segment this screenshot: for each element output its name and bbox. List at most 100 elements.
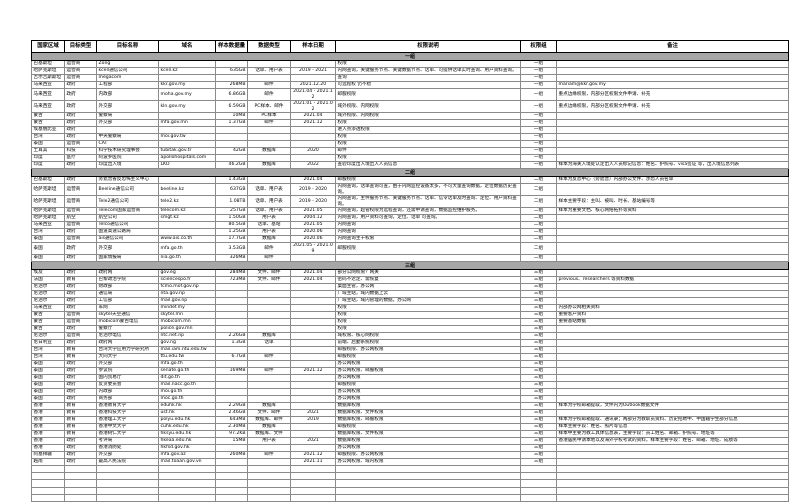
table-cell: ais通信公司 [96, 235, 159, 243]
table-cell [556, 388, 789, 396]
table-cell: 723MB [215, 276, 248, 284]
table-cell: 财政部 [96, 283, 159, 291]
table-cell: 2021.05 [290, 221, 336, 229]
table-cell: 邮件 [335, 147, 521, 155]
table-cell: hkeaa.edu.hk [158, 437, 216, 445]
table-cell [158, 228, 216, 236]
table-cell [556, 472, 789, 481]
table-cell: 邮件 [247, 451, 291, 459]
table-cell [290, 325, 336, 333]
table-cell: 广域主站，域内数据上云 [335, 290, 521, 298]
table-cell [247, 318, 291, 326]
table-cell [215, 133, 248, 141]
table-cell: 邮件 [247, 254, 291, 262]
table-cell: 2.30MB [215, 423, 248, 431]
table-cell: 外交部 [96, 242, 159, 255]
table-cell: police.gov.mn [158, 325, 216, 333]
table-row: 印度 政府 印度出入境 LKO 46.2GB 数据库 2022 查验印度出入境出入人员信息 一组… [31, 161, 789, 169]
table-cell [247, 486, 291, 495]
table-cell [556, 183, 789, 196]
table-cell: 数据库权限、文件权限 [335, 430, 521, 438]
table-cell: 三组 [520, 395, 557, 403]
table-cell: 泰国 [31, 388, 65, 396]
table-cell: 话单、基站 [247, 221, 291, 229]
table-cell: 643MB [215, 416, 248, 424]
table-cell [556, 458, 789, 466]
table-cell: 军网 [96, 304, 159, 312]
table-cell: 香港 [31, 416, 65, 424]
table-cell: 257GB [215, 207, 248, 215]
section-band: 一组 [31, 52, 789, 61]
table-cell: fcmo.mof.gov.np [158, 283, 216, 291]
table-cell: 2021.12 [290, 451, 336, 459]
table-cell [215, 493, 248, 502]
table-cell: 三组 [520, 451, 557, 459]
table-cell [556, 60, 789, 68]
table-cell [96, 472, 159, 481]
table-cell: dit.go.th [158, 374, 216, 382]
table-cell: 外交部 [96, 100, 159, 113]
table-cell: 2021 [290, 409, 336, 417]
table-cell [335, 486, 521, 495]
table-row: 尼泊尔 政府 通信局 nta.gov.np 广域主站，域内数据上云 三组 [31, 290, 789, 298]
table-row: 泰国 政府 内政部 moi.go.th 办公网权限 三组 [31, 388, 789, 396]
table-cell: 外交部 [96, 119, 159, 127]
table-cell [247, 60, 291, 68]
table-cell: mail.gov.np [158, 297, 216, 305]
table-cell: 6.59GB [215, 100, 248, 113]
table-cell [64, 472, 97, 481]
table-cell: 政府 [64, 254, 97, 262]
table-cell: 权限 [335, 119, 521, 127]
table-cell: 香港 [31, 444, 65, 452]
table-cell: 政府 [64, 297, 97, 305]
table-cell: 马来西亚 [31, 100, 65, 113]
table-cell [335, 493, 521, 502]
table-cell: 权限 [335, 133, 521, 141]
table-cell: 2022 [290, 161, 336, 169]
table-cell: 泰国 [31, 381, 65, 389]
table-cell [158, 112, 216, 120]
table-cell: 尼泊尔电信 [96, 332, 159, 340]
table-cell: 运营商 [64, 67, 97, 75]
table-row: 哈萨克斯坦 运营商 Tele2通信公司 tele2.kz 1.08TB 话单、用户表 201… [31, 195, 789, 208]
table-cell: sciencespo.fr [158, 276, 216, 284]
table-cell: 6.7GB [215, 353, 248, 361]
table-cell [290, 430, 336, 438]
table-cell [290, 353, 336, 361]
table-cell: mfa.go.th [158, 242, 216, 255]
table-cell [247, 493, 291, 502]
table-cell: 香港消防处 [96, 444, 159, 452]
table-cell: mail.toaan.gov.vn [158, 458, 216, 466]
table-cell: kcell通信公司 [96, 67, 159, 75]
table-cell: 办公网权限 [335, 444, 521, 452]
table-cell: 教育 [64, 430, 97, 438]
table-row: 香港 政府 香港消防处 hkfsd.gov.hk 办公网权限 三组 [31, 444, 789, 452]
table-cell: 香港 [31, 423, 65, 431]
table-cell: 用户表 [247, 437, 291, 445]
table-cell: 三组 [520, 346, 557, 354]
table-cell: 三组 [520, 304, 557, 312]
table-cell: 国家情报局 [96, 254, 159, 262]
table-cell: 80.5GB [215, 221, 248, 229]
table-cell: Telecom国家运营商 [96, 207, 159, 215]
table-cell: 样本为反恐中心（旁遮普）内部办公文件、涉恐人员名单 [556, 176, 789, 184]
table-cell: 数据库 [247, 402, 291, 410]
table-cell [247, 374, 291, 382]
table-cell: 数据库 [247, 161, 291, 169]
table-cell: 样本主要字段：主叫、被叫、时长、基站编号等 [556, 195, 789, 208]
table-cell: 尼泊尔 [31, 283, 65, 291]
table-cell: 样本为重要文档、核心网络拓扑等资料 [556, 207, 789, 215]
table-cell: 考评局 [96, 437, 159, 445]
table-cell: 样本为学校邮箱提取、通讯录；两部分为教职员资料、历史招聘中、中国籍学生部分信息 [556, 416, 789, 424]
table-cell: 警察局 [96, 112, 159, 120]
table-cell: 运营商 [64, 318, 97, 326]
table-cell: 科学技术研究理事会 [96, 147, 159, 155]
table-cell: 邮服权限 [335, 423, 521, 431]
table-cell: 二组 [520, 183, 557, 196]
table-cell: 教育 [64, 423, 97, 431]
table-row: 泰国 政府 反贪委员会 mail.nacc.go.th 邮服权限 三组 [31, 381, 789, 389]
table-cell [215, 311, 248, 319]
table-cell: 2004.12 [290, 214, 336, 222]
table-cell [290, 133, 336, 141]
table-cell: previous、researchers 等资料数据 [556, 276, 789, 284]
